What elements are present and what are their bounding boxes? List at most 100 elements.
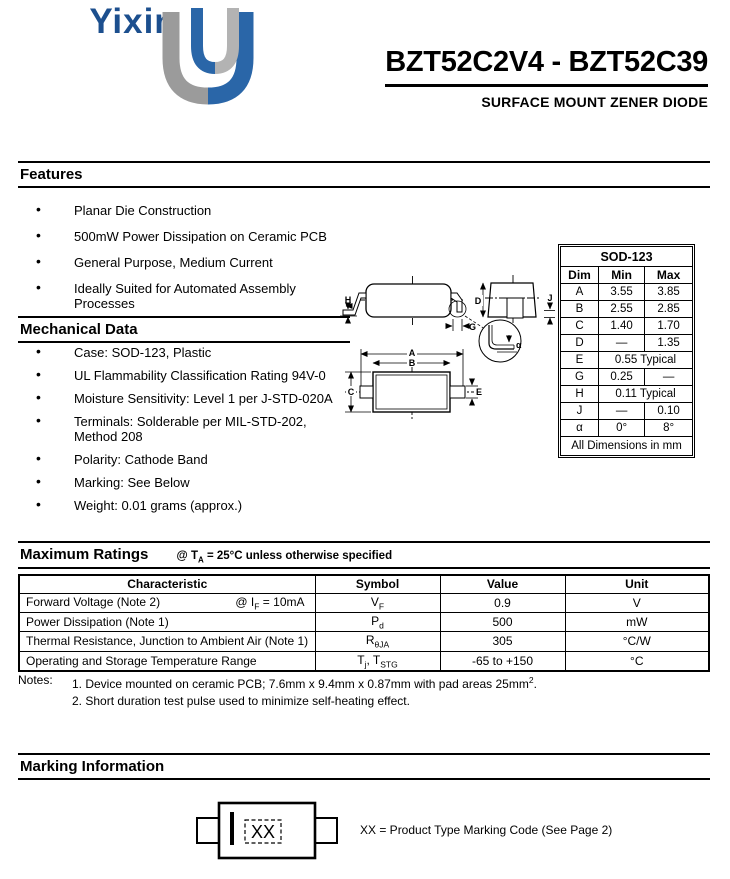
dim-label-e: E bbox=[476, 387, 482, 397]
min-cell: — bbox=[597, 402, 646, 420]
lead-detail-view: α bbox=[478, 319, 522, 363]
unit-cell: V bbox=[564, 592, 710, 613]
features-list: Planar Die Construction 500mW Power Dissi… bbox=[18, 202, 378, 322]
dimension-row: B 2.55 2.85 bbox=[560, 300, 693, 318]
marking-information-heading: Marking Information bbox=[18, 753, 710, 780]
end-view: D J bbox=[474, 275, 555, 325]
dimension-row: C 1.40 1.70 bbox=[560, 317, 693, 335]
dimensions-table-header: Dim Min Max bbox=[560, 266, 693, 284]
mechanical-data-list: Case: SOD-123, Plastic UL Flammability Cl… bbox=[18, 344, 378, 521]
max-cell: — bbox=[644, 368, 693, 386]
list-item: Weight: 0.01 grams (approx.) bbox=[18, 497, 378, 513]
max-cell: 3.85 bbox=[644, 283, 693, 301]
row-condition: @ IF = 10mA bbox=[235, 594, 305, 611]
value-cell: 305 bbox=[439, 631, 566, 652]
unit-cell: °C bbox=[564, 650, 710, 672]
rating-row: Operating and Storage Temperature Range T… bbox=[18, 650, 710, 672]
list-item: General Purpose, Medium Current bbox=[18, 254, 378, 270]
page-subtitle: SURFACE MOUNT ZENER DIODE bbox=[481, 94, 708, 110]
list-item: Polarity: Cathode Band bbox=[18, 451, 378, 467]
dim-cell: G bbox=[560, 368, 599, 386]
list-item: Moisture Sensitivity: Level 1 per J-STD-… bbox=[18, 390, 378, 406]
min-cell: 0° bbox=[597, 419, 646, 437]
list-item: Ideally Suited for Automated Assembly Pr… bbox=[18, 280, 378, 311]
list-item: Marking: See Below bbox=[18, 474, 378, 490]
features-heading: Features bbox=[18, 161, 710, 188]
dim-label-j: J bbox=[547, 293, 552, 303]
symbol-cell: Pd bbox=[314, 611, 441, 633]
page-title: BZT52C2V4 - BZT52C39 bbox=[385, 46, 708, 87]
dim-cell: E bbox=[560, 351, 599, 369]
characteristic-cell: Power Dissipation (Note 1) bbox=[18, 611, 316, 633]
top-view: A B C E bbox=[345, 348, 482, 419]
col-value: Value bbox=[439, 574, 566, 594]
col-max: Max bbox=[644, 266, 693, 284]
dim-cell: B bbox=[560, 300, 599, 318]
symbol-cell: Tj, TSTG bbox=[314, 650, 441, 672]
dim-cell: A bbox=[560, 283, 599, 301]
min-cell: 2.55 bbox=[597, 300, 646, 318]
ratings-table-body: Forward Voltage (Note 2) @ IF = 10mA VF 0.9… bbox=[18, 592, 710, 672]
mechanical-heading-label: Mechanical Data bbox=[20, 321, 138, 338]
notes-label: Notes: bbox=[18, 673, 53, 687]
dim-cell: J bbox=[560, 402, 599, 420]
dimensions-table-title: SOD-123 bbox=[560, 246, 693, 267]
symbol-cell: RθJA bbox=[314, 631, 441, 652]
list-item: Terminals: Solderable per MIL-STD-202, M… bbox=[18, 413, 378, 444]
brand-name: Yixin bbox=[89, 2, 177, 41]
dimensions-table-body: A 3.55 3.85 B 2.55 2.85 C 1.40 1.70 D — 1.35 E 0.55 T… bbox=[560, 283, 693, 437]
marking-description: XX = Product Type Marking Code (See Page… bbox=[360, 823, 613, 837]
dim-label-a: A bbox=[409, 348, 416, 358]
title-block: BZT52C2V4 - BZT52C39 SURFACE MOUNT ZENER… bbox=[385, 46, 708, 110]
max-cell: 8° bbox=[644, 419, 693, 437]
side-view: H G bbox=[340, 276, 486, 332]
rating-row: Power Dissipation (Note 1) Pd 500 mW bbox=[18, 611, 710, 633]
dim-cell: C bbox=[560, 317, 599, 335]
col-unit: Unit bbox=[564, 574, 710, 594]
min-cell: 1.40 bbox=[597, 317, 646, 335]
maximum-ratings-heading: Maximum Ratings @ TA = 25°C unless other… bbox=[18, 541, 710, 570]
notes-items: 1. Device mounted on ceramic PCB; 7.6mm … bbox=[72, 672, 537, 710]
unit-cell: °C/W bbox=[564, 631, 710, 652]
notes-block: Notes: 1. Device mounted on ceramic PCB;… bbox=[18, 672, 537, 710]
span-cell: 0.11 Typical bbox=[598, 385, 693, 403]
value-cell: 500 bbox=[439, 611, 566, 633]
note-line: 2. Short duration test pulse used to min… bbox=[72, 694, 410, 708]
symbol-cell: VF bbox=[314, 592, 441, 613]
list-item: 500mW Power Dissipation on Ceramic PCB bbox=[18, 228, 378, 244]
dimension-row: A 3.55 3.85 bbox=[560, 283, 693, 301]
value-cell: 0.9 bbox=[439, 592, 566, 613]
value-cell: -65 to +150 bbox=[439, 650, 566, 672]
max-cell: 1.35 bbox=[644, 334, 693, 352]
marking-package-diagram: XX bbox=[196, 801, 338, 860]
dim-cell: H bbox=[560, 385, 599, 403]
characteristic-cell: Thermal Resistance, Junction to Ambient … bbox=[18, 631, 316, 652]
characteristic-cell: Operating and Storage Temperature Range bbox=[18, 650, 316, 672]
package-outline-drawing: H G D J bbox=[340, 275, 555, 419]
dim-label-c: C bbox=[348, 387, 355, 397]
max-cell: 2.85 bbox=[644, 300, 693, 318]
min-cell: 0.25 bbox=[597, 368, 646, 386]
ratings-header-row: Characteristic Symbol Value Unit bbox=[18, 574, 710, 594]
list-item: Planar Die Construction bbox=[18, 202, 378, 218]
logo-u-icon bbox=[162, 8, 254, 105]
dim-label-b: B bbox=[409, 358, 416, 368]
dim-label-alpha: α bbox=[516, 340, 522, 350]
col-dim: Dim bbox=[560, 266, 599, 284]
features-heading-label: Features bbox=[20, 166, 83, 183]
rating-row: Forward Voltage (Note 2) @ IF = 10mA VF 0.9… bbox=[18, 592, 710, 613]
dimension-row: α 0° 8° bbox=[560, 419, 693, 437]
dim-label-h: H bbox=[345, 295, 352, 305]
unit-cell: mW bbox=[564, 611, 710, 633]
maximum-ratings-heading-label: Maximum Ratings bbox=[20, 546, 149, 563]
marking-heading-label: Marking Information bbox=[20, 758, 165, 775]
dim-cell: α bbox=[560, 419, 599, 437]
dim-cell: D bbox=[560, 334, 599, 352]
list-item: Case: SOD-123, Plastic bbox=[18, 344, 378, 360]
max-cell: 0.10 bbox=[644, 402, 693, 420]
dimension-row: E 0.55 Typical bbox=[560, 351, 693, 369]
dim-label-d: D bbox=[475, 296, 482, 306]
dim-label-g: G bbox=[469, 322, 476, 332]
logo: Yixin bbox=[58, 2, 254, 105]
col-min: Min bbox=[597, 266, 646, 284]
